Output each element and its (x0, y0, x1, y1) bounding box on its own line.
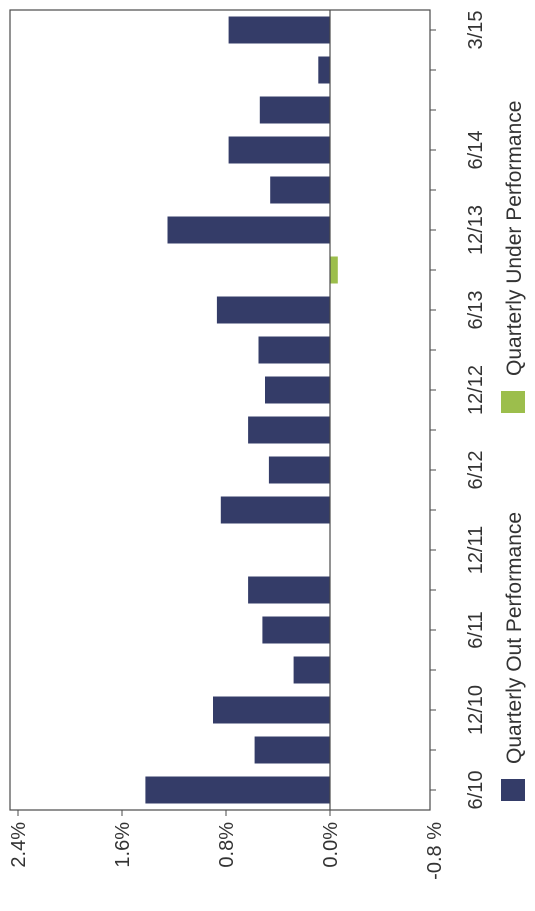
category-tick-label: 12/12 (465, 365, 487, 415)
out-performance-bar-6-14 (228, 136, 330, 164)
value-tick-label: 2.4% (8, 822, 30, 868)
out-performance-bar-3-13 (258, 336, 330, 364)
category-tick-label: 3/15 (465, 11, 487, 50)
out-performance-bar-3-14 (270, 176, 330, 204)
value-axis: 2.4% 1.6% 0.8% 0.0% -0.8 % (8, 810, 446, 880)
category-tick-label: 12/10 (465, 685, 487, 735)
out-performance-bar-3-15 (228, 16, 330, 44)
category-tick-label: 12/13 (465, 205, 487, 255)
category-tick-label: 6/14 (465, 131, 487, 170)
out-performance-bar-6-10 (145, 776, 330, 804)
legend-under-performance-swatch (501, 391, 525, 413)
category-axis: 6/10 12/10 6/11 12/11 6/12 12/12 6/13 12/13 6/14… (430, 11, 487, 810)
out-performance-bar-3-12 (220, 496, 330, 524)
out-performance-bar-6-12 (268, 456, 330, 484)
plot-area (9, 9, 431, 811)
out-performance-bar-9-10 (254, 736, 330, 764)
out-performance-bar-9-11 (248, 576, 330, 604)
value-tick-label: -0.8 % (424, 822, 446, 880)
out-performance-bar-3-11 (293, 656, 330, 684)
value-tick-label: 0.8% (216, 822, 238, 868)
category-tick-label: 12/11 (465, 526, 487, 575)
chart-marks (145, 10, 338, 810)
out-performance-bar-6-13 (216, 296, 330, 324)
value-tick-label: 0.0% (320, 822, 342, 868)
category-tick-label: 6/12 (465, 451, 487, 490)
legend: Quarterly Out Performance Quarterly Under… (501, 101, 526, 801)
out-performance-bar-12-12 (265, 376, 330, 404)
out-performance-bar-12-14 (318, 56, 330, 84)
out-performance-bar-9-14 (259, 96, 330, 124)
out-performance-bar-6-11 (262, 616, 330, 644)
category-tick-label: 6/10 (465, 771, 487, 810)
legend-out-performance-label: Quarterly Out Performance (503, 512, 526, 764)
category-tick-label: 6/11 (465, 611, 487, 648)
out-performance-bar-12-13 (167, 216, 330, 244)
value-tick-label: 1.6% (112, 822, 134, 868)
category-tick-label: 6/13 (465, 291, 487, 330)
out-performance-bar-9-12 (248, 416, 330, 444)
out-performance-bar-12-10 (213, 696, 330, 724)
under-performance-bar-9-13 (330, 256, 338, 284)
legend-under-performance-label: Quarterly Under Performance (503, 101, 526, 376)
legend-out-performance-swatch (501, 779, 525, 801)
